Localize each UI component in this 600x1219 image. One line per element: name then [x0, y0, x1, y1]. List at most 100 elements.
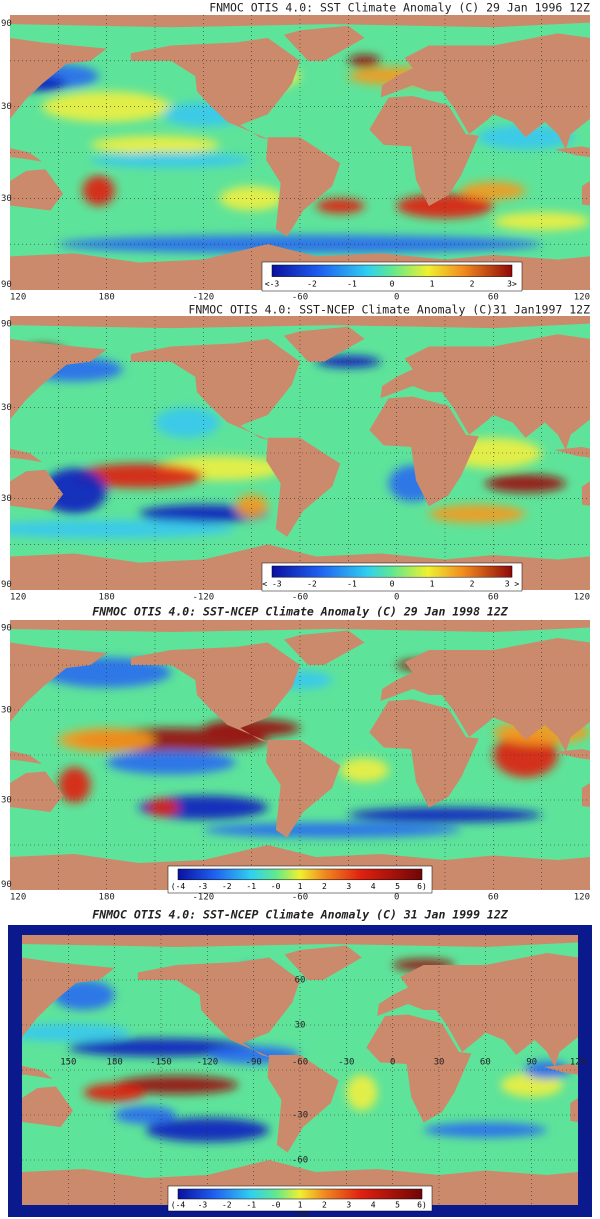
anomaly-region [348, 54, 381, 67]
lon-label: -120 [192, 893, 214, 903]
colorbar-label: 6) [417, 882, 427, 891]
colorbar-label: (-4 [171, 882, 186, 891]
lat-label: -90 [292, 1209, 308, 1219]
lat-label: 30 [1, 796, 12, 806]
anomaly-region [340, 758, 389, 782]
lon-label: -60 [292, 1057, 308, 1067]
anomaly-region [485, 474, 566, 493]
lat-label: -30 [292, 1111, 308, 1121]
anomaly-region [42, 468, 107, 514]
colorbar-label: -1 [246, 1200, 256, 1209]
colorbar-label: 4 [371, 1200, 376, 1209]
colorbar-label: 3 [346, 882, 351, 891]
lon-label: -90 [246, 1057, 262, 1067]
lat-label: 30 [1, 494, 12, 504]
anomaly-region [348, 807, 542, 823]
sst-map [22, 935, 578, 1205]
lat-label: 30 [1, 102, 12, 112]
anomaly-region [423, 1122, 548, 1138]
anomaly-region [114, 1076, 239, 1094]
panel-title: FNMOC OTIS 4.0: SST-NCEP Climate Anomaly… [92, 605, 508, 619]
lon-label: 0 [394, 893, 399, 903]
colorbar-label: 2 [322, 882, 327, 891]
lon-label: 0 [394, 293, 399, 303]
lon-label: -60 [292, 293, 308, 303]
colorbar-label: -1 [246, 882, 256, 891]
lat-label: 60 [295, 976, 306, 986]
colorbar [271, 565, 513, 578]
lon-label: 30 [434, 1057, 445, 1067]
lon-label: 120 [10, 293, 26, 303]
colorbar-label: -1 [347, 580, 357, 589]
lon-label: 120 [574, 593, 590, 603]
panel-title: FNMOC OTIS 4.0: SST-NCEP Climate Anomaly… [92, 908, 508, 922]
anomaly-region [155, 407, 220, 438]
anomaly-region [493, 212, 590, 231]
anomaly-region [396, 193, 494, 219]
colorbar-label: -0 [271, 1200, 281, 1209]
colorbar-label: 1 [298, 882, 303, 891]
anomaly-region [58, 767, 91, 803]
lon-label: 120 [570, 1057, 586, 1067]
lon-label: -120 [196, 1057, 218, 1067]
anomaly-region [316, 198, 365, 214]
colorbar-label: -2 [222, 882, 232, 891]
sst-map [10, 15, 590, 290]
panel-title: FNMOC OTIS 4.0: SST Climate Anomaly (C) … [209, 1, 590, 15]
lat-label: 90 [1, 580, 12, 590]
colorbar-label: -2 [307, 279, 317, 288]
lat-label: 90 [1, 320, 12, 330]
colorbar-label: -1 [347, 279, 357, 288]
anomaly-region [90, 152, 252, 168]
panel-title: FNMOC OTIS 4.0: SST-NCEP Climate Anomaly… [188, 303, 590, 317]
anomaly-region [114, 1106, 177, 1124]
anomaly-region [428, 504, 526, 524]
colorbar [177, 1188, 423, 1200]
anomaly-region [145, 1118, 270, 1142]
anomaly-region [10, 519, 236, 539]
lon-label: 150 [60, 1057, 76, 1067]
lon-label: 0 [390, 1057, 395, 1067]
lon-label: 120 [574, 293, 590, 303]
colorbar-label: 2 [322, 1200, 327, 1209]
anomaly-region [477, 125, 574, 150]
lat-label: 90 [1, 19, 12, 29]
lat-label: 90 [1, 880, 12, 890]
lon-label: -120 [192, 293, 214, 303]
colorbar-label: 6) [417, 1200, 427, 1209]
anomaly-region [219, 186, 284, 211]
colorbar-label: 5 [395, 1200, 400, 1209]
lon-label: -120 [192, 593, 214, 603]
lat-label: 30 [1, 194, 12, 204]
lat-label: -60 [292, 1156, 308, 1166]
lon-label: 120 [10, 593, 26, 603]
anomaly-region [74, 463, 204, 489]
lon-label: -60 [292, 893, 308, 903]
anomaly-region [82, 175, 115, 206]
anomaly-region [461, 181, 526, 200]
colorbar-label: 4 [371, 882, 376, 891]
colorbar-label: 3 > [505, 580, 520, 589]
anomaly-region [235, 494, 268, 519]
anomaly-region [146, 798, 180, 817]
anomaly-region [22, 1023, 131, 1042]
anomaly-region [106, 750, 236, 775]
lon-label: 120 [574, 893, 590, 903]
lon-label: 60 [488, 593, 499, 603]
sst-map [10, 316, 590, 590]
colorbar-label: 3 [346, 1200, 351, 1209]
lon-label: -150 [150, 1057, 172, 1067]
lon-label: 60 [488, 293, 499, 303]
anomaly-region [58, 235, 542, 254]
colorbar-label: -3 [198, 1200, 208, 1209]
colorbar-label: -3 [198, 882, 208, 891]
colorbar-label: 5 [395, 882, 400, 891]
colorbar-label: 1 [298, 1200, 303, 1209]
lat-label: 30 [1, 706, 12, 716]
anomaly-region [316, 355, 381, 368]
colorbar-label: 0 [390, 279, 395, 288]
lon-label: 60 [480, 1057, 491, 1067]
colorbar-label: <-3 [265, 279, 280, 288]
